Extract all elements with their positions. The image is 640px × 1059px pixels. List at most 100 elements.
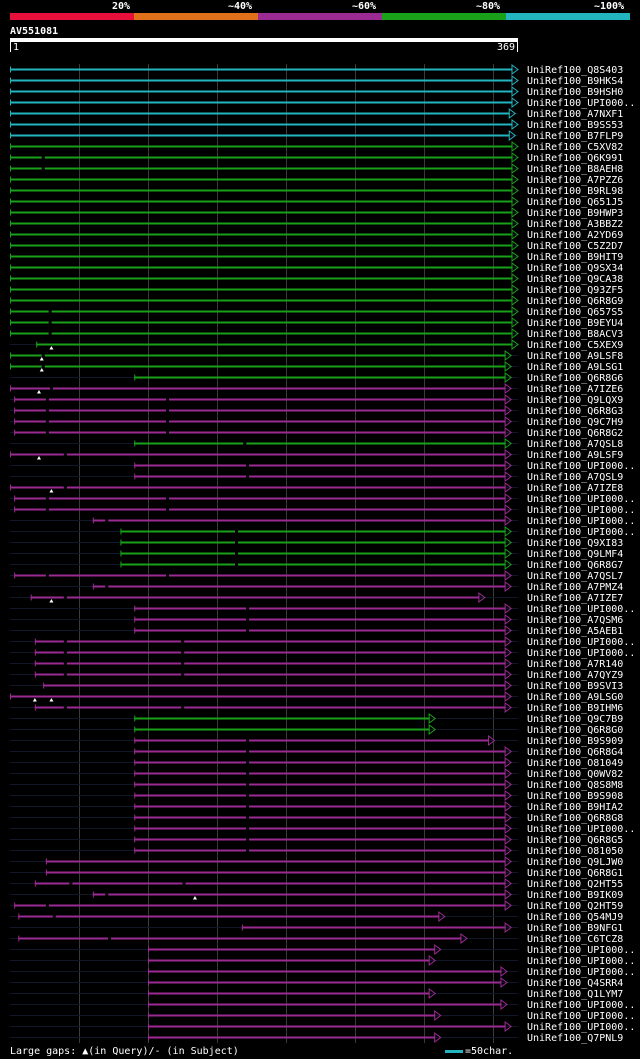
hit-label: UniRef100_C5XEX9 bbox=[527, 340, 623, 351]
hit-label: UniRef100_A7IZE8 bbox=[527, 483, 623, 494]
subject-gap-tick bbox=[45, 508, 49, 511]
legend-label-100: ~100% bbox=[594, 1, 625, 12]
subject-gap-tick bbox=[165, 574, 169, 577]
subject-gap-tick bbox=[69, 882, 73, 885]
hit-arrow bbox=[504, 372, 512, 383]
hit-bar bbox=[134, 783, 506, 786]
hit-label: UniRef100_UPI000.. bbox=[527, 461, 635, 472]
query-gap-marker bbox=[49, 698, 54, 702]
subject-gap-tick bbox=[165, 420, 169, 423]
subject-gap-tick bbox=[45, 398, 49, 401]
hit-bar bbox=[148, 1003, 501, 1006]
query-ruler: 1 369 bbox=[10, 38, 518, 54]
hit-label: UniRef100_Q6R8G4 bbox=[527, 747, 623, 758]
hit-label: UniRef100_A7QSL7 bbox=[527, 571, 623, 582]
subject-gap-tick bbox=[165, 508, 169, 511]
hit-bar bbox=[34, 651, 506, 654]
legend-label-20: 20% bbox=[112, 1, 131, 12]
hit-bar bbox=[10, 200, 512, 203]
hit-arrow bbox=[511, 163, 519, 174]
legend-swatch-orange bbox=[134, 13, 258, 20]
hit-arrow bbox=[511, 141, 519, 152]
hit-label: UniRef100_B9HWP3 bbox=[527, 208, 623, 219]
hit-bar bbox=[10, 288, 512, 291]
hit-bar bbox=[10, 112, 510, 115]
hit-label: UniRef100_Q9CA38 bbox=[527, 274, 623, 285]
hit-arrow bbox=[504, 658, 512, 669]
hit-arrow bbox=[511, 229, 519, 240]
hit-arrow bbox=[428, 713, 437, 724]
subject-gap-tick bbox=[48, 332, 52, 335]
hit-label: UniRef100_Q8S403 bbox=[527, 65, 623, 76]
hit-arrow bbox=[508, 108, 517, 119]
hit-bar bbox=[134, 772, 506, 775]
legend-swatch-cyan bbox=[506, 13, 630, 20]
hit-arrow bbox=[504, 548, 512, 559]
hit-arrow bbox=[511, 339, 519, 350]
hit-arrow bbox=[504, 922, 512, 933]
hit-bar bbox=[10, 145, 512, 148]
hit-label: UniRef100_Q0WV82 bbox=[527, 769, 623, 780]
hit-bar bbox=[10, 310, 512, 313]
hit-label: UniRef100_Q9SX34 bbox=[527, 263, 623, 274]
hit-arrow bbox=[488, 735, 496, 746]
hit-bar bbox=[34, 673, 506, 676]
hit-label: UniRef100_A7QSM6 bbox=[527, 615, 623, 626]
hit-arrow bbox=[504, 878, 512, 889]
hit-arrow bbox=[504, 471, 512, 482]
subject-gap-tick bbox=[63, 651, 67, 654]
hit-label: UniRef100_C5Z2D7 bbox=[527, 241, 623, 252]
hit-arrow bbox=[504, 867, 512, 878]
hit-arrow bbox=[504, 625, 512, 636]
hit-bar bbox=[120, 552, 506, 555]
subject-gap-tick bbox=[108, 937, 112, 940]
subject-gap-tick bbox=[105, 519, 109, 522]
hit-arrow bbox=[504, 1021, 512, 1032]
hit-arrow bbox=[511, 185, 519, 196]
hit-arrow bbox=[504, 834, 512, 845]
hit-arrow bbox=[504, 482, 512, 493]
hit-arrow bbox=[504, 603, 512, 614]
scale-label: =50char. bbox=[465, 1046, 514, 1057]
hit-bar bbox=[18, 915, 439, 918]
hit-label: UniRef100_Q9C7H9 bbox=[527, 417, 623, 428]
hit-label: UniRef100_B9SS53 bbox=[527, 120, 623, 131]
hit-bar bbox=[10, 387, 506, 390]
hit-label: UniRef100_A7NXF1 bbox=[527, 109, 623, 120]
subject-gap-tick bbox=[45, 431, 49, 434]
hit-label: UniRef100_Q6R8G8 bbox=[527, 813, 623, 824]
subject-gap-tick bbox=[246, 794, 250, 797]
hit-bar bbox=[14, 904, 506, 907]
hit-arrow bbox=[428, 955, 437, 966]
hit-arrow bbox=[460, 933, 468, 944]
hit-bar bbox=[10, 156, 512, 159]
subject-gap-tick bbox=[246, 475, 250, 478]
subject-gap-tick bbox=[246, 838, 250, 841]
hit-label: UniRef100_UPI000.. bbox=[527, 967, 635, 978]
hit-arrow bbox=[511, 262, 519, 273]
hit-label: UniRef100_A9LSF8 bbox=[527, 351, 623, 362]
subject-gap-tick bbox=[50, 387, 54, 390]
hit-bar bbox=[14, 574, 506, 577]
hit-bar bbox=[134, 618, 506, 621]
hit-arrow bbox=[504, 493, 512, 504]
hit-label: UniRef100_Q6R8G3 bbox=[527, 406, 623, 417]
hit-bar bbox=[134, 629, 506, 632]
hit-label: UniRef100_A7R140 bbox=[527, 659, 623, 670]
hit-bar bbox=[10, 266, 512, 269]
hit-label: UniRef100_Q9XI83 bbox=[527, 538, 623, 549]
hit-label: UniRef100_Q9LMF4 bbox=[527, 549, 623, 560]
hit-label: UniRef100_A5AEB1 bbox=[527, 626, 623, 637]
hit-arrow bbox=[511, 196, 519, 207]
hit-bar bbox=[10, 332, 512, 335]
hit-label: UniRef100_A9LSF9 bbox=[527, 450, 623, 461]
hit-arrow bbox=[504, 768, 512, 779]
hit-bar bbox=[10, 255, 512, 258]
hit-bar bbox=[10, 68, 512, 71]
hit-bar bbox=[148, 1014, 435, 1017]
hit-bar bbox=[148, 948, 435, 951]
subject-gap-tick bbox=[246, 772, 250, 775]
hit-arrow bbox=[428, 988, 437, 999]
hit-bar bbox=[134, 761, 506, 764]
hit-arrow bbox=[511, 152, 519, 163]
